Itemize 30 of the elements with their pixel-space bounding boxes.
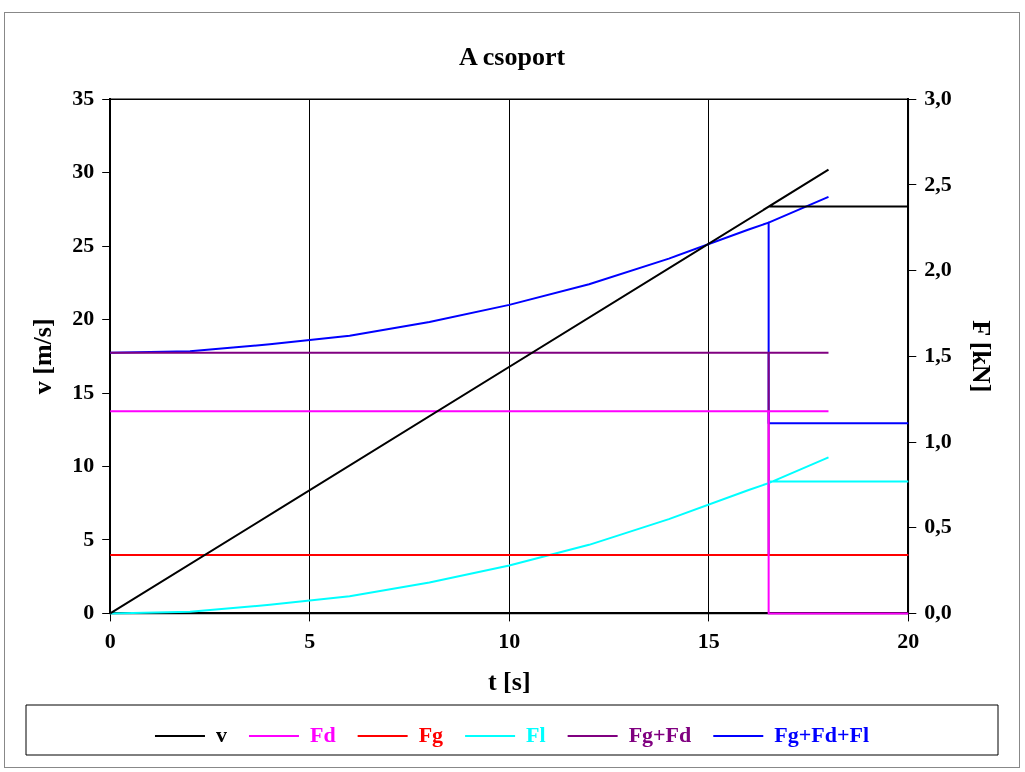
y2-tick-label: 0,5 — [924, 513, 952, 539]
x-tick-label: 0 — [104, 628, 116, 654]
legend-label: Fl — [526, 721, 546, 747]
chart-title: A csoport — [458, 42, 566, 72]
y-tick-label: 25 — [72, 231, 95, 257]
legend-label: v — [215, 721, 227, 747]
y-tick-label: 30 — [72, 158, 95, 184]
legend-label: Fd — [309, 721, 336, 747]
x-tick-label: 20 — [897, 628, 920, 654]
y-tick-label: 20 — [72, 305, 95, 331]
y2-tick-label: 1,0 — [924, 427, 952, 453]
legend-label: Fg+Fd+Fl — [774, 721, 870, 747]
y2-axis-title: F [kN] — [966, 320, 996, 393]
y2-tick-label: 0,0 — [924, 599, 952, 625]
x-axis-title: t [s] — [487, 667, 531, 697]
y2-tick-label: 2,5 — [924, 170, 952, 196]
y-tick-label: 0 — [83, 599, 95, 625]
y2-tick-label: 1,5 — [924, 341, 952, 367]
y-tick-label: 35 — [72, 84, 95, 110]
legend-label: Fg+Fd — [628, 721, 692, 747]
legend-label: Fg — [418, 721, 444, 747]
y2-tick-label: 3,0 — [924, 84, 952, 110]
x-tick-label: 10 — [498, 628, 521, 654]
x-tick-label: 15 — [697, 628, 720, 654]
y2-tick-label: 2,0 — [924, 256, 952, 282]
y-tick-label: 10 — [72, 452, 95, 478]
y-axis-title: v [m/s] — [28, 318, 58, 395]
y-tick-label: 5 — [83, 525, 95, 551]
x-tick-label: 5 — [304, 628, 316, 654]
y-tick-label: 15 — [72, 378, 95, 404]
